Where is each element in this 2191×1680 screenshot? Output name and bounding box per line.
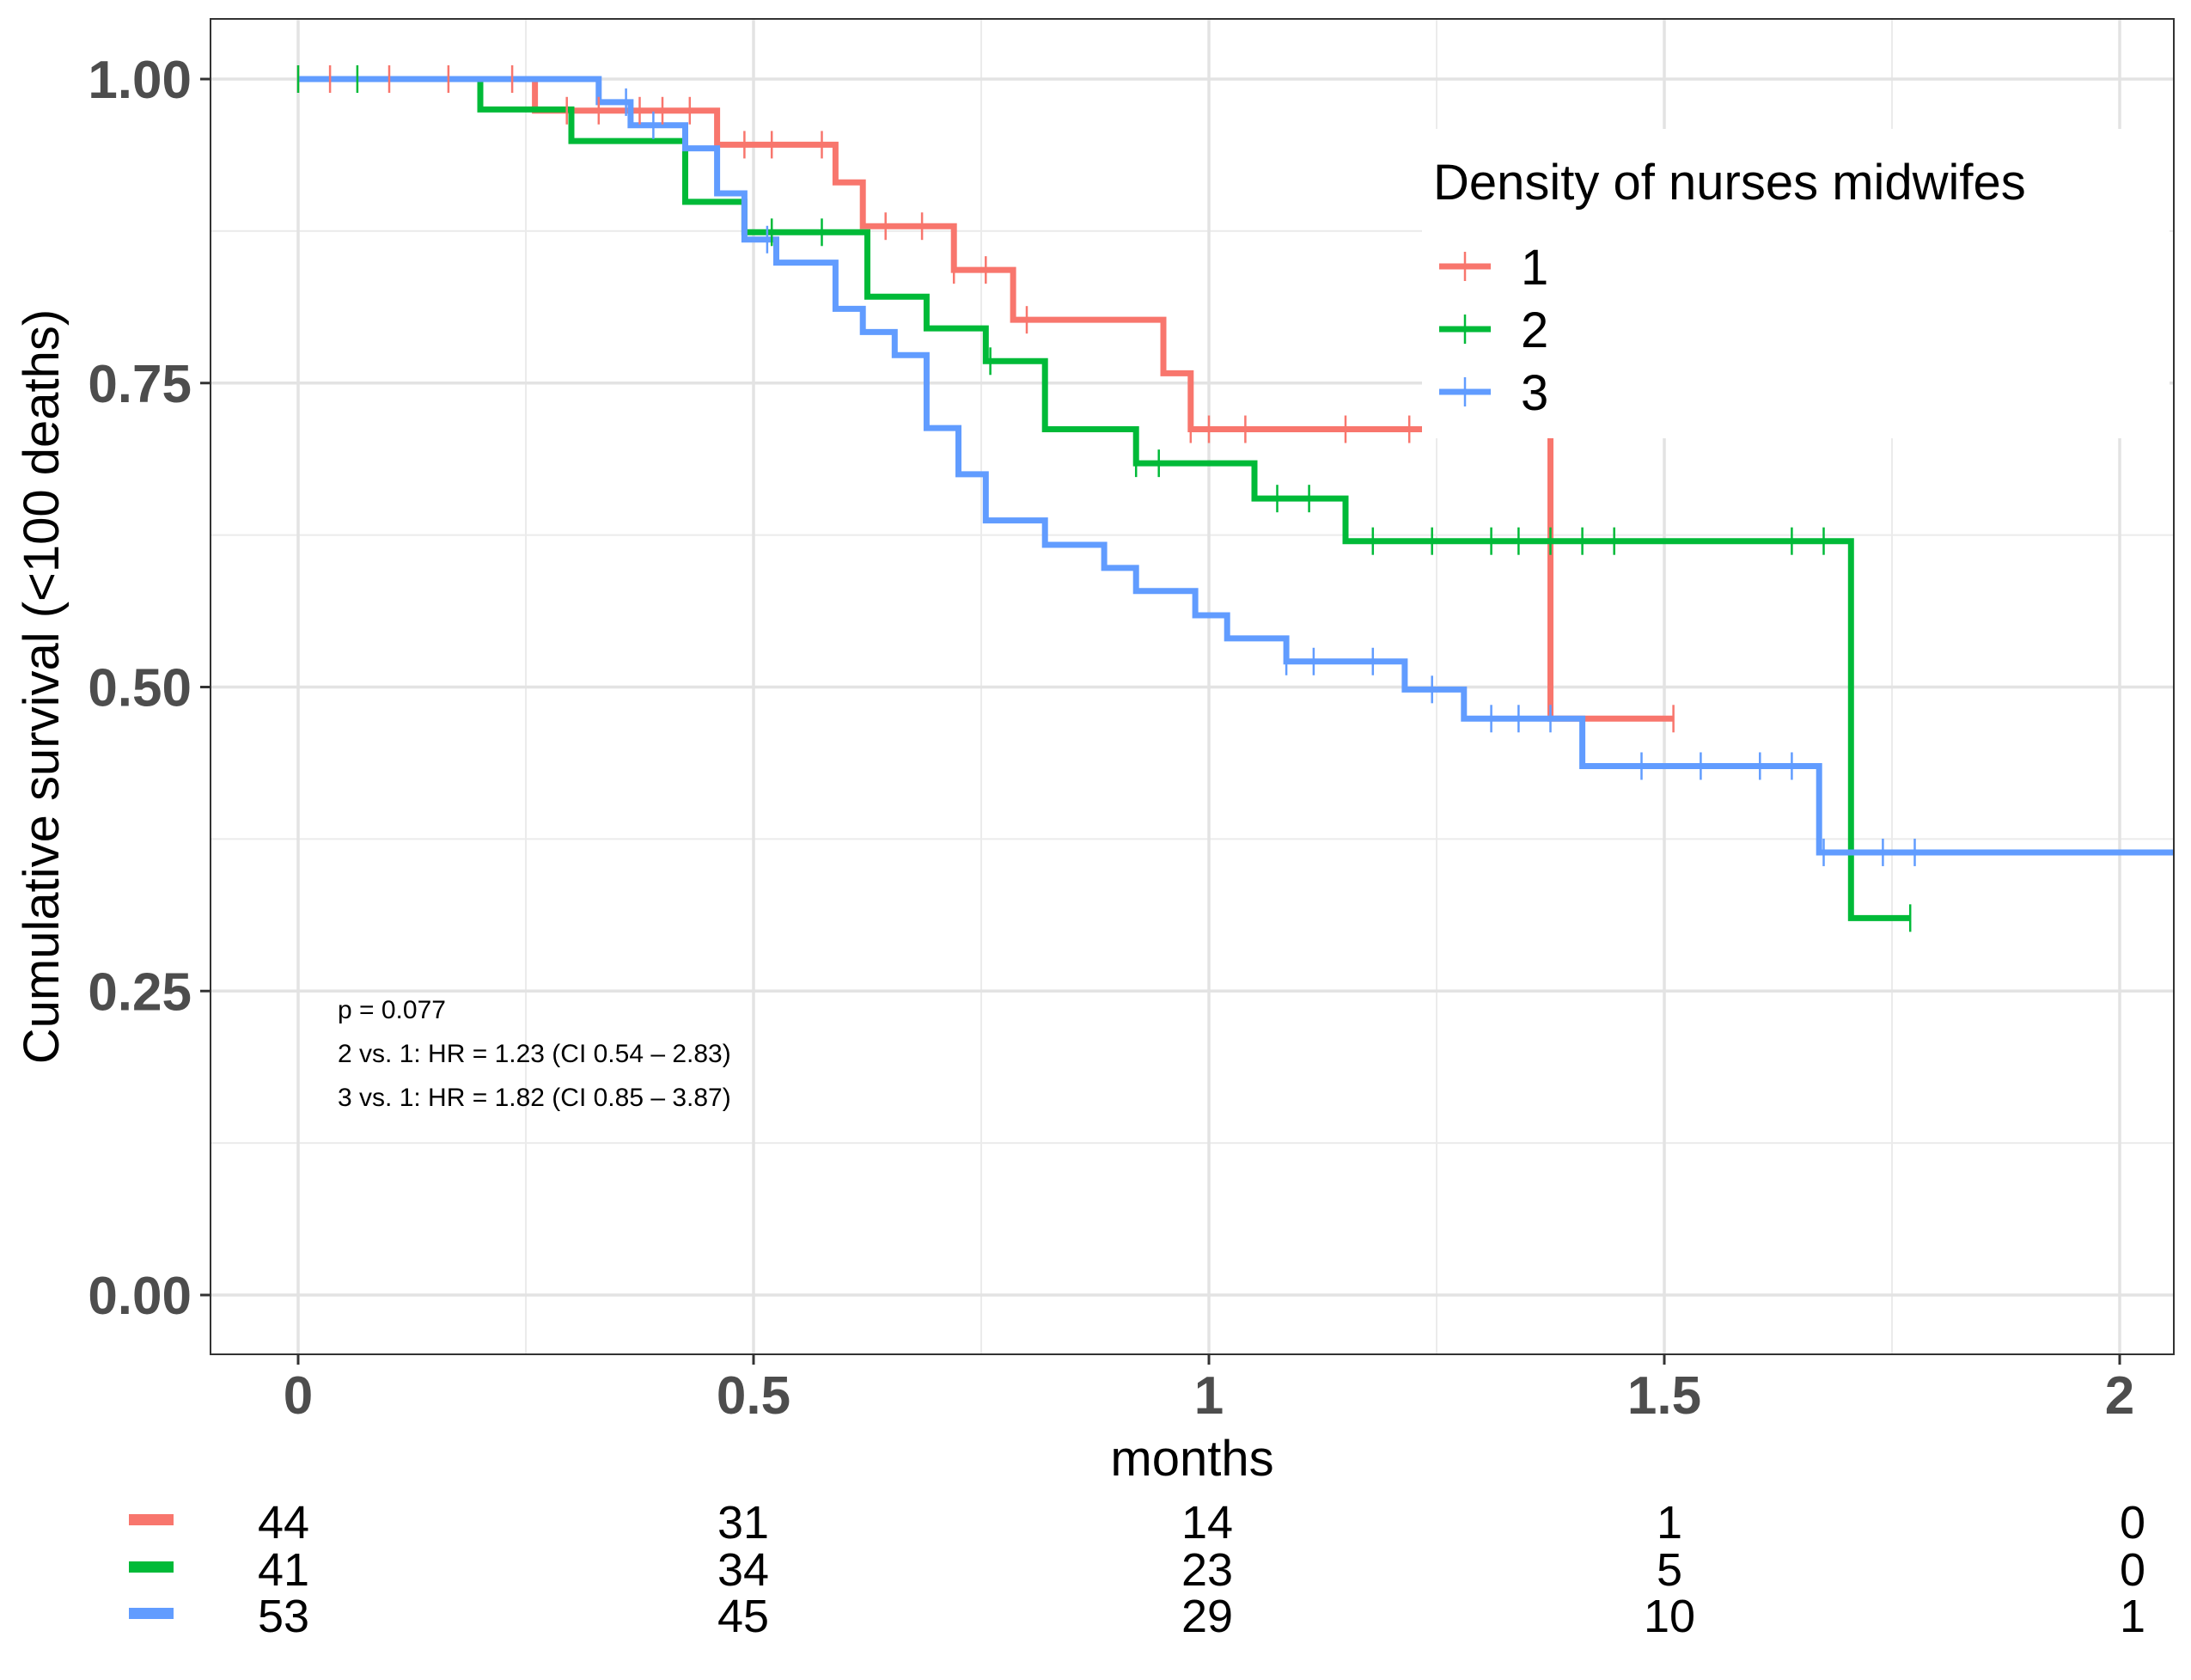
annotation-hr-3-vs-1: 3 vs. 1: HR = 1.82 (CI 0.85 – 3.87) xyxy=(338,1084,731,1112)
y-tick-label: 0.25 xyxy=(88,962,192,1022)
annotation-p-value: p = 0.077 xyxy=(338,996,446,1024)
x-tick-label: 2 xyxy=(2105,1366,2134,1426)
annotation-hr-2-vs-1: 2 vs. 1: HR = 1.23 (CI 0.54 – 2.83) xyxy=(338,1040,731,1068)
legend-label: 3 xyxy=(1521,365,1548,421)
survival-curve-2 xyxy=(298,76,1911,921)
x-tick-label: 1 xyxy=(1194,1366,1224,1426)
legend-label: 2 xyxy=(1521,302,1548,358)
legend-background xyxy=(1422,129,2170,438)
risk-table-count: 10 xyxy=(1644,1591,1695,1642)
risk-table-count: 53 xyxy=(258,1591,309,1642)
risk-table-count: 5 xyxy=(1657,1544,1682,1596)
survival-curve-3 xyxy=(298,76,2174,856)
stats-annotations: p = 0.077 2 vs. 1: HR = 1.23 (CI 0.54 – … xyxy=(338,996,731,1112)
legend-title: Density of nurses midwifes xyxy=(1433,155,2026,211)
risk-table-count: 0 xyxy=(2120,1497,2145,1549)
risk-table-color-key xyxy=(129,1514,174,1525)
risk-table-count: 45 xyxy=(717,1591,769,1642)
risk-table-count: 34 xyxy=(717,1544,769,1596)
risk-table-count: 41 xyxy=(258,1544,309,1596)
risk-table-count: 1 xyxy=(2120,1591,2145,1642)
y-axis-title: Cumulative survival (<100 deaths) xyxy=(14,309,70,1064)
y-tick-label: 0.75 xyxy=(88,355,192,414)
y-tick-label: 0.50 xyxy=(88,659,192,718)
risk-table-count: 29 xyxy=(1181,1591,1233,1642)
risk-table: 44 31 14 1 041 34 23 5 053 45 29 10 1 xyxy=(129,1497,2145,1642)
y-tick-label: 1.00 xyxy=(88,51,192,110)
y-tick-label: 0.00 xyxy=(88,1267,192,1326)
risk-table-count: 1 xyxy=(1657,1497,1682,1549)
risk-table-count: 23 xyxy=(1181,1544,1233,1596)
x-axis-title: months xyxy=(1110,1431,1273,1487)
axes: 0.00 0.25 0.50 0.75 1.00 0 0.5 1 1.5 2 xyxy=(88,51,2134,1426)
legend-items: 1 2 3 xyxy=(1439,240,1548,421)
risk-table-color-key xyxy=(129,1608,174,1619)
legend-label: 1 xyxy=(1521,240,1548,296)
risk-table-count: 0 xyxy=(2120,1544,2145,1596)
risk-table-count: 44 xyxy=(258,1497,309,1549)
legend: Density of nurses midwifes 1 2 3 xyxy=(1422,129,2170,438)
x-tick-label: 0 xyxy=(284,1366,313,1426)
x-tick-label: 1.5 xyxy=(1627,1366,1701,1426)
censor-marks xyxy=(296,65,1916,932)
risk-table-color-key xyxy=(129,1561,174,1573)
risk-table-count: 14 xyxy=(1181,1497,1233,1549)
risk-table-count: 31 xyxy=(717,1497,769,1549)
x-tick-label: 0.5 xyxy=(717,1366,790,1426)
